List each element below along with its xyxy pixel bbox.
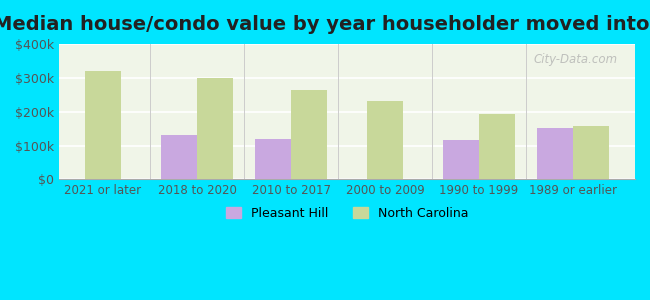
Bar xyxy=(255,139,291,179)
Bar xyxy=(291,90,327,179)
Bar xyxy=(479,114,515,179)
Text: City-Data.com: City-Data.com xyxy=(534,53,618,66)
Title: Median house/condo value by year householder moved into unit: Median house/condo value by year househo… xyxy=(0,15,650,34)
Bar xyxy=(85,71,121,179)
Bar xyxy=(367,101,403,179)
Bar xyxy=(161,135,197,179)
Bar xyxy=(197,79,233,179)
Bar xyxy=(538,128,573,179)
Bar xyxy=(573,126,609,179)
Legend: Pleasant Hill, North Carolina: Pleasant Hill, North Carolina xyxy=(220,202,473,225)
Bar xyxy=(443,140,479,179)
